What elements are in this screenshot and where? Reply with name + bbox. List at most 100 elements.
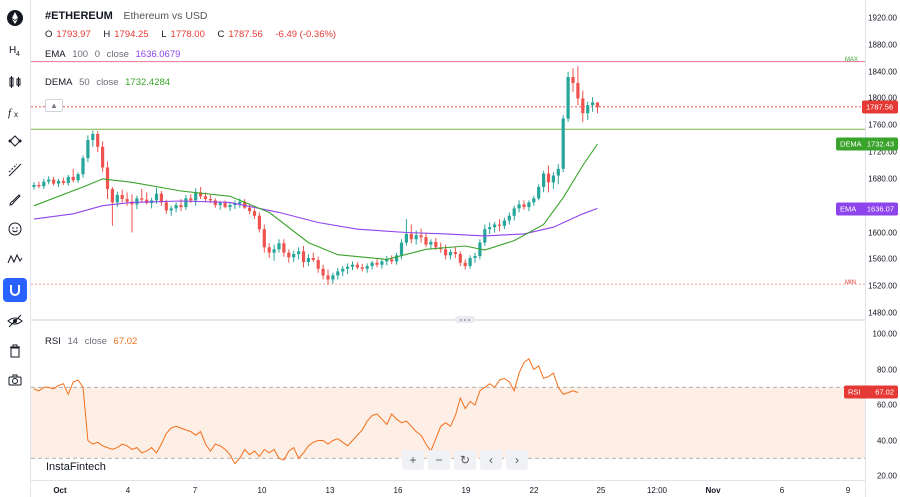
time-tick-label: 10: [257, 486, 267, 495]
candle-body: [194, 192, 198, 201]
candle-body: [522, 204, 526, 208]
candle-body: [434, 241, 438, 248]
candle-body: [282, 243, 286, 253]
rsi-legend[interactable]: RSI 14 close 67.02: [45, 336, 137, 347]
zoom-out-icon[interactable]: −: [428, 450, 450, 470]
candle-body: [140, 198, 144, 200]
candle-body: [399, 242, 404, 256]
candle-body: [365, 266, 369, 269]
dema-price-tag: DEMA 1732.43: [836, 137, 898, 151]
candle-body: [551, 175, 555, 183]
candle-body: [52, 179, 56, 184]
candle-body: [267, 247, 271, 253]
close-label: C: [217, 29, 225, 40]
nodes-icon[interactable]: [3, 129, 27, 153]
candle-body: [297, 251, 301, 254]
rsi-tick-label: 100.00: [872, 329, 897, 339]
ema-tag-value: 1636.07: [866, 204, 894, 214]
candle-body: [115, 195, 119, 203]
dema-tag-label: DEMA: [840, 139, 862, 149]
candle-body: [272, 249, 276, 253]
candle-body: [561, 118, 565, 169]
magnet-icon[interactable]: [3, 278, 27, 302]
candle-body: [346, 266, 350, 269]
candle-body: [370, 262, 374, 267]
candle-body: [395, 255, 399, 262]
candle-body: [375, 262, 379, 265]
dema-name: DEMA: [45, 77, 73, 88]
candle-body: [105, 167, 110, 189]
last-price-tag: 1787.56: [862, 100, 898, 114]
camera-icon[interactable]: [3, 368, 27, 392]
svg-text:4: 4: [16, 51, 20, 58]
candle-body: [576, 83, 580, 99]
brush-icon[interactable]: [3, 188, 27, 212]
candle-body: [179, 205, 183, 208]
ema-period: 100: [72, 49, 89, 60]
chart-navigation-controls: + − ↻ ‹ ›: [402, 450, 528, 470]
low-value: 1778.00: [170, 29, 205, 40]
candle-body: [292, 254, 296, 258]
eye-icon[interactable]: [3, 309, 27, 333]
candles-icon[interactable]: [3, 70, 27, 94]
emoji-icon[interactable]: [3, 217, 27, 241]
candle-body: [174, 205, 178, 209]
ema-source: close: [106, 49, 129, 60]
high-value: 1794.25: [114, 29, 149, 40]
candle-body: [424, 237, 428, 245]
candle-body: [56, 180, 61, 184]
svg-text:H: H: [9, 45, 16, 56]
dema-period: 50: [79, 77, 90, 88]
ema-legend[interactable]: EMA 100 0 close 1636.0679: [45, 49, 180, 60]
candle-body: [331, 275, 335, 280]
wave-icon[interactable]: [3, 247, 27, 271]
candle-body: [42, 181, 46, 187]
candle-body: [164, 202, 168, 211]
scroll-right-icon[interactable]: ›: [506, 450, 528, 470]
zoom-in-icon[interactable]: +: [402, 450, 424, 470]
price-tick-label: 1880.00: [868, 40, 897, 50]
price-tick-label: 1600.00: [868, 228, 897, 238]
candle-body: [493, 224, 497, 228]
price-tick-label: 1520.00: [868, 281, 897, 291]
candle-body: [287, 252, 291, 258]
svg-text:f: f: [8, 107, 13, 119]
reset-icon[interactable]: ↻: [454, 450, 476, 470]
time-tick-label: 9: [845, 486, 851, 495]
scroll-left-icon[interactable]: ‹: [480, 450, 502, 470]
min-label: MIN: [845, 280, 856, 286]
candle-body: [591, 102, 595, 106]
dema-source: close: [96, 77, 119, 88]
rsi-tag-value: 67.02: [875, 387, 894, 397]
candle-body: [306, 258, 310, 263]
rsi-tick-label: 80.00: [876, 365, 897, 374]
rsi-name: RSI: [45, 336, 61, 347]
pane-resize-handle[interactable]: [455, 316, 475, 323]
candle-body: [595, 102, 600, 107]
candle-body: [248, 207, 252, 212]
candle-body: [385, 259, 389, 262]
ema-price-tag: EMA 1636.07: [836, 202, 898, 216]
time-tick-label: 13: [325, 486, 335, 495]
candle-body: [419, 235, 423, 238]
dema-legend[interactable]: DEMA 50 close 1732.4284: [45, 77, 170, 88]
price-axis[interactable]: 1920.00 1880.00 1840.00 1800.00 1760.00 1720.…: [865, 0, 900, 497]
candle-body: [463, 262, 467, 267]
collapse-legend-button[interactable]: ▲: [45, 99, 63, 112]
logo-icon[interactable]: [3, 6, 27, 30]
symbol-name[interactable]: #ETHEREUM: [45, 10, 113, 22]
candle-body: [120, 195, 124, 200]
trash-icon[interactable]: [3, 339, 27, 363]
candle-body: [233, 203, 237, 206]
price-tick-label: 1480.00: [868, 308, 897, 318]
rsi-line: [33, 358, 579, 465]
candle-body: [532, 198, 536, 203]
candle-body: [301, 251, 306, 263]
trend-line-icon[interactable]: [3, 158, 27, 182]
candle-body: [208, 199, 212, 201]
candle-body: [228, 205, 232, 208]
high-label: H: [103, 29, 111, 40]
